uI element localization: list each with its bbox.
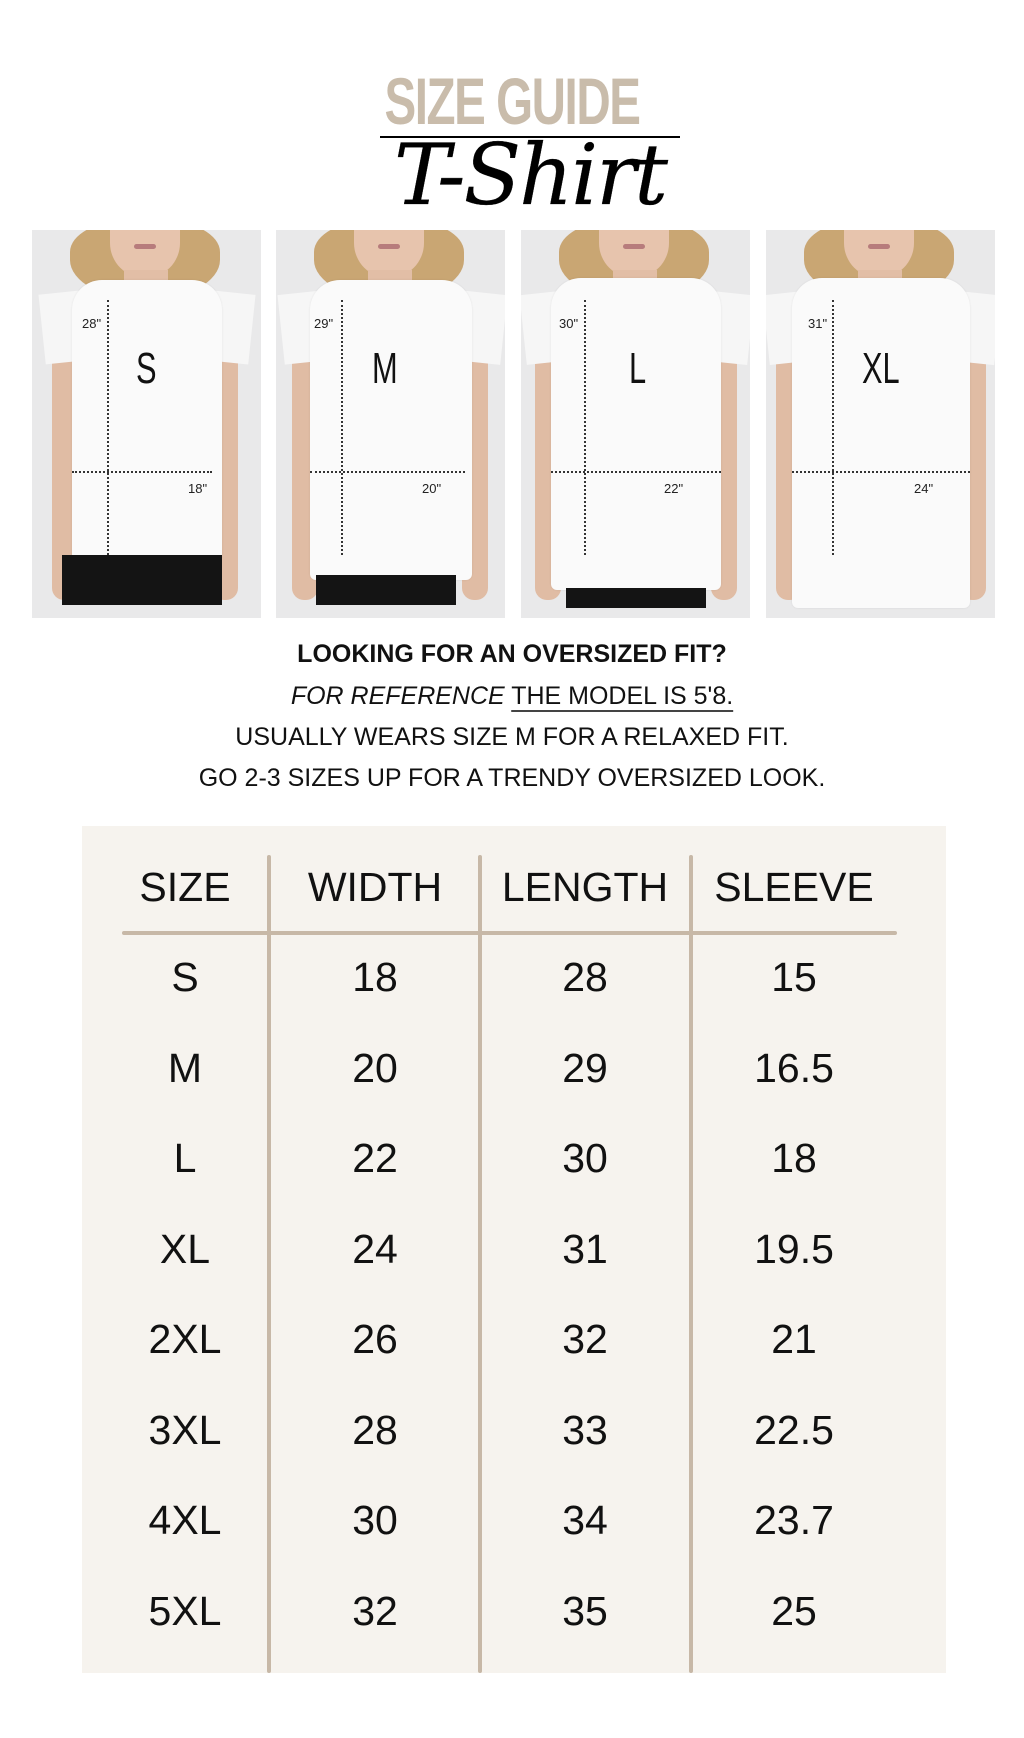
cell-size: M [167, 1044, 203, 1091]
cell-length: 30 [562, 1135, 608, 1181]
column-divider [267, 855, 271, 1673]
width-label: 20" [422, 481, 442, 496]
width-label: 24" [914, 481, 934, 496]
photo-size-m: 29" 20" M [276, 230, 505, 618]
length-label: 30" [559, 316, 579, 331]
cell-sleeve: 15 [771, 954, 817, 1000]
column-divider [478, 855, 482, 1673]
size-letter: M [372, 344, 398, 393]
reference-note: FOR REFERENCE THE MODEL IS 5'8. [0, 681, 1024, 711]
cell-size: 3XL [148, 1406, 222, 1453]
header-size: SIZE [139, 864, 231, 910]
cell-sleeve: 21 [771, 1316, 817, 1362]
header-width: WIDTH [307, 864, 443, 910]
cell-length: 31 [562, 1225, 608, 1272]
script-crossbar [380, 136, 680, 138]
cell-sleeve: 25 [771, 1587, 817, 1634]
photo-size-l: 30" 22" L [521, 230, 750, 618]
cell-width: 24 [352, 1225, 398, 1272]
cell-sleeve: 18 [771, 1135, 817, 1181]
cell-length: 35 [562, 1587, 608, 1634]
size-letter: L [629, 344, 647, 393]
size-table [82, 826, 946, 1673]
length-label: 28" [82, 316, 102, 331]
cell-sleeve: 23.7 [754, 1497, 834, 1543]
cell-size: XL [159, 1225, 211, 1272]
model-height: THE MODEL IS 5'8. [511, 682, 734, 710]
header-length: LENGTH [501, 864, 669, 910]
usual-size-note: USUALLY WEARS SIZE M FOR A RELAXED FIT. [235, 723, 789, 751]
column-divider [689, 855, 693, 1673]
cell-width: 30 [352, 1497, 398, 1543]
width-label: 18" [188, 481, 208, 496]
length-label: 29" [314, 316, 334, 331]
cell-sleeve: 19.5 [754, 1225, 834, 1272]
cell-width: 28 [352, 1406, 398, 1453]
cell-size: 2XL [148, 1316, 222, 1362]
header-sleeve: SLEEVE [714, 864, 874, 910]
cell-size: S [171, 954, 199, 1000]
cell-size: 4XL [148, 1497, 222, 1543]
cell-size: L [173, 1135, 197, 1181]
cell-width: 32 [352, 1587, 398, 1634]
t-shirt-script-title-wrap: T-Shirt [380, 110, 680, 250]
cell-length: 28 [562, 954, 608, 1000]
size-letter: XL [862, 344, 900, 393]
cell-width: 18 [352, 954, 398, 1000]
cell-size: 5XL [148, 1587, 222, 1634]
photo-size-s: 28" 18" S [32, 230, 261, 618]
cell-length: 33 [562, 1406, 608, 1453]
cell-sleeve: 22.5 [754, 1406, 834, 1453]
photo-size-xl: 31" 24" XL [766, 230, 995, 618]
oversized-tip: GO 2-3 SIZES UP FOR A TRENDY OVERSIZED L… [198, 764, 826, 792]
cell-sleeve: 16.5 [754, 1044, 834, 1091]
cell-length: 29 [562, 1044, 608, 1091]
t-shirt-script-title: T-Shirt [393, 126, 668, 224]
length-label: 31" [808, 316, 828, 331]
size-guide-title: SIZE GUIDE [384, 64, 641, 138]
cell-width: 20 [352, 1044, 398, 1091]
cell-length: 34 [562, 1497, 608, 1543]
header-divider [122, 931, 897, 935]
cell-length: 32 [562, 1316, 608, 1362]
size-letter: S [136, 344, 157, 393]
cell-width: 22 [352, 1135, 398, 1181]
width-label: 22" [664, 481, 684, 496]
oversized-heading: LOOKING FOR AN OVERSIZED FIT? [297, 640, 727, 668]
reference-italic: FOR REFERENCE [290, 682, 505, 710]
cell-width: 26 [352, 1316, 398, 1362]
